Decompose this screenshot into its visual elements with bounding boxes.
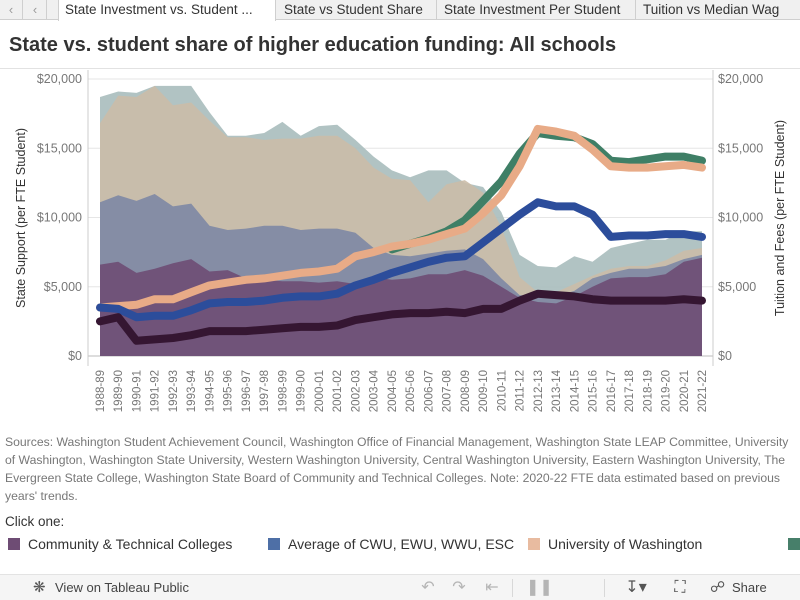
- chevron-left-icon[interactable]: ‹: [0, 0, 23, 20]
- tableau-icon: ❋: [33, 579, 46, 596]
- y2-tick-label: $0: [718, 349, 732, 363]
- x-tick-label: 1999-00: [296, 370, 308, 412]
- tab-state-investment-per-student[interactable]: State Investment Per Student: [438, 0, 636, 20]
- x-tick-label: 2020-21: [679, 370, 691, 412]
- redo-icon[interactable]: ↷: [452, 579, 466, 596]
- x-tick-label: 2005-06: [405, 370, 417, 412]
- x-tick-label: 2004-05: [387, 370, 399, 412]
- y-tick-label: $20,000: [37, 72, 82, 86]
- x-tick-label: 2009-10: [478, 370, 490, 412]
- tuition-lines[interactable]: [96, 124, 706, 345]
- y-tick-label: $0: [68, 349, 82, 363]
- state-support-areas[interactable]: [100, 85, 702, 357]
- tab-tuition-vs-median-wage[interactable]: Tuition vs Median Wag: [643, 2, 780, 17]
- y-tick-label: $5,000: [44, 280, 82, 294]
- x-tick-label: 2010-11: [496, 370, 508, 411]
- chevron-right-icon[interactable]: ‹: [24, 0, 47, 20]
- x-tick-label: 1988-89: [95, 370, 107, 412]
- share-button[interactable]: ☍ Share: [710, 575, 790, 600]
- x-tick-label: 2019-20: [661, 370, 673, 412]
- x-tick-label: 2002-03: [350, 370, 362, 412]
- legend-swatch: [528, 538, 540, 550]
- x-tick-label: 1995-96: [223, 370, 235, 412]
- share-label: Share: [732, 580, 767, 595]
- x-tick-label: 2014-15: [569, 370, 581, 412]
- y2-tick-label: $5,000: [718, 280, 756, 294]
- line-university-of-washington[interactable]: [96, 124, 706, 312]
- revert-icon[interactable]: ⇤: [485, 579, 499, 596]
- line-community-technical-colleges[interactable]: [96, 289, 706, 345]
- legend-swatch: [8, 538, 20, 550]
- x-tick-label: 1998-99: [277, 370, 289, 412]
- line-average-of-cwu-ewu-wwu-esc[interactable]: [96, 198, 706, 322]
- x-tick-label: 2016-17: [606, 370, 618, 412]
- x-tick-label: 1997-98: [259, 370, 271, 412]
- toolbar-divider: [512, 579, 513, 597]
- x-tick-label: 1994-95: [205, 370, 217, 412]
- download-icon[interactable]: ↧▾: [625, 579, 647, 596]
- tab-state-vs-student-share[interactable]: State vs Student Share: [278, 0, 437, 20]
- y2-tick-label: $10,000: [718, 211, 763, 225]
- funding-chart: $0 $5,000 $10,000 $15,000 $20,000 $0 $5,000 $10…: [14, 70, 787, 412]
- pause-icon[interactable]: ❚❚: [526, 579, 553, 596]
- x-tick-label: 1991-92: [150, 370, 162, 412]
- legend-item-washington-state-university[interactable]: [788, 536, 800, 554]
- x-tick-label: 2018-19: [642, 370, 654, 412]
- x-tick-label: 1990-91: [132, 370, 144, 412]
- legend-label: University of Washington: [548, 536, 703, 552]
- toolbar-divider: [604, 579, 605, 597]
- sources-note: Sources: Washington Student Achievement …: [5, 435, 789, 503]
- x-tick-label: 2013-14: [551, 369, 563, 412]
- x-tick-label: 2003-04: [369, 369, 381, 412]
- legend-swatch: [788, 538, 800, 550]
- y-tick-label: $15,000: [37, 141, 82, 155]
- view-on-tableau-label: View on Tableau Public: [55, 580, 189, 595]
- x-tick-label: 2001-02: [332, 370, 344, 412]
- undo-icon[interactable]: ↶: [421, 579, 435, 596]
- y2-tick-label: $20,000: [718, 72, 763, 86]
- x-tick-label: 2015-16: [588, 370, 600, 412]
- axes: $0 $5,000 $10,000 $15,000 $20,000 $0 $5,000 $10…: [14, 72, 787, 412]
- x-tick-label: 1992-93: [168, 370, 180, 412]
- x-tick-label: 2000-01: [314, 370, 326, 412]
- legend-label: Community & Technical Colleges: [28, 536, 233, 552]
- x-tick-label: 1996-97: [241, 370, 253, 412]
- x-tick-label: 2011-12: [515, 370, 527, 411]
- click-one-label: Click one:: [5, 514, 65, 529]
- legend-swatch: [268, 538, 280, 550]
- x-tick-label: 2006-07: [423, 370, 435, 412]
- x-tick-label: 2012-13: [533, 370, 545, 412]
- x-tick-label: 2008-09: [460, 370, 472, 412]
- y-tick-label: $10,000: [37, 211, 82, 225]
- legend-label: Average of CWU, EWU, WWU, ESC: [288, 536, 515, 552]
- y2-axis-title: Tuition and Fees (per FTE Student): [773, 120, 787, 316]
- y2-tick-label: $15,000: [718, 141, 763, 155]
- share-icon: ☍: [710, 579, 726, 596]
- x-tick-label: 2017-18: [624, 370, 636, 412]
- x-tick-label: 1993-94: [186, 369, 198, 412]
- x-tick-label: 2021-22: [697, 370, 709, 412]
- tab-state-investment-vs-student[interactable]: State Investment vs. Student ...: [58, 0, 276, 21]
- title-divider: [0, 68, 800, 69]
- fullscreen-icon[interactable]: ⛶: [674, 579, 686, 596]
- y-axis-title: State Support (per FTE Student): [14, 128, 28, 308]
- page-title: State vs. student share of higher educat…: [9, 34, 617, 56]
- x-tick-label: 1989-90: [113, 370, 125, 412]
- tab-bar: ‹ ‹ State Investment vs. Student ... Sta…: [0, 0, 800, 21]
- x-tick-label: 2007-08: [442, 370, 454, 412]
- tableau-toolbar: ❋ View on Tableau Public ↶ ↷ ⇤ ❚❚ ↧▾ ⛶ ☍…: [0, 574, 800, 600]
